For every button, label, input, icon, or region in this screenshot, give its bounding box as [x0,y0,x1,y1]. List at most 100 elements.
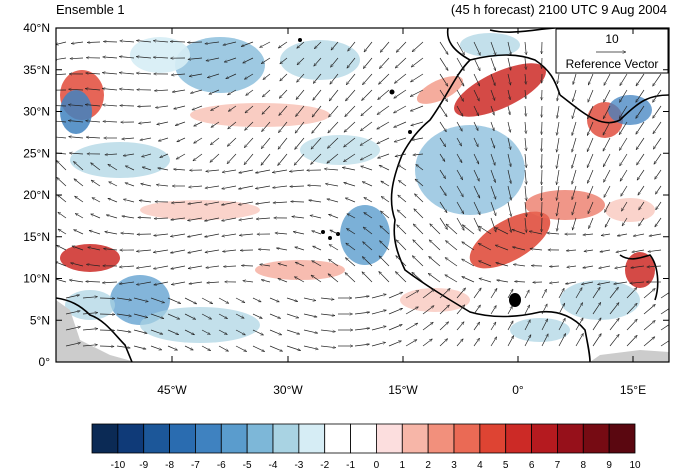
wind-vector [412,137,424,140]
wind-vector [371,326,386,331]
wind-vector [643,304,655,315]
wind-vector [204,217,220,221]
wind-vector [347,213,356,219]
wind-vector [207,73,220,78]
wind-vector [201,329,210,335]
wind-vector [602,137,611,151]
wind-vector [153,41,169,42]
coast-eastern-med [559,94,669,124]
wind-vector [218,313,228,320]
wind-vector [525,121,526,134]
colorbar-swatch [324,423,351,454]
wind-vector [141,153,152,157]
wind-vector [187,42,203,43]
wind-vector [108,198,118,203]
wind-vector [246,89,254,96]
wind-vector [256,201,271,204]
wind-vector [462,258,475,267]
wind-vector [557,217,560,231]
wind-vector [525,73,526,84]
wind-vector [189,281,203,284]
wind-vector [381,196,390,203]
wind-vector [507,137,511,150]
wind-vector [635,105,645,119]
wind-vector [303,345,318,349]
wind-vector [557,169,560,185]
wind-vector [413,224,424,235]
wind-vector [363,242,373,251]
wind-vector [278,263,288,267]
wind-vector [609,318,619,331]
colorbar-label: 9 [606,460,612,471]
lat-tick-label: 35°N [23,63,50,77]
wind-vector [354,296,369,299]
wind-vector [158,137,169,141]
wind-vector [347,57,356,68]
wind-vector [405,322,418,331]
wind-vector [513,264,526,267]
wind-vector [379,256,390,267]
wind-vector [330,57,339,67]
wind-vector [252,313,262,319]
wind-vector [360,153,373,161]
wind-vector [133,345,146,349]
wind-vector [345,89,356,101]
wind-vector [557,153,560,169]
wind-vector [136,281,152,285]
wind-vector [269,297,279,303]
wind-vector [456,89,464,102]
wind-vector [439,121,447,132]
wind-vector [184,313,196,320]
wind-vector [360,121,373,131]
wind-vector [456,217,465,231]
wind-vector [572,169,577,184]
wind-vector [398,180,407,187]
wind-vector [490,121,494,131]
wind-vector [325,184,339,187]
wind-vector [413,154,424,155]
wind-vector [258,249,271,250]
wind-vector [344,137,356,147]
wind-vector [439,185,447,196]
wind-vector [379,164,390,171]
wind-vector [364,41,373,52]
wind-vector [637,185,645,195]
wind-vector [445,258,458,267]
wind-vector [327,153,339,163]
wind-vector [125,183,135,187]
wind-vector [150,297,165,303]
colorbar-swatch [350,423,377,454]
wind-vector [99,314,115,315]
wind-vector [620,185,628,196]
wind-vector [586,153,594,168]
wind-vector [456,185,464,197]
wind-vector [439,169,446,179]
wind-vector [210,137,220,145]
wind-vector [429,256,441,267]
wind-vector [75,196,84,203]
wind-vector [512,229,526,235]
wind-vector [643,288,655,299]
wind-vector [263,73,271,80]
wind-vector [410,105,424,111]
wind-vector [635,137,645,150]
wind-vector [309,200,322,203]
wind-vector [56,244,67,251]
wind-vector [638,201,645,210]
colorbar-label: 2 [425,460,431,471]
wind-vector [371,310,387,315]
coast-iberia [489,28,556,33]
wind-vector [422,289,435,299]
wind-vector [557,137,560,152]
wind-vector [256,218,271,219]
wind-vector [586,121,594,136]
colorbar-swatch [531,423,558,454]
wind-vector [653,121,662,134]
wind-vector [600,249,611,252]
wind-vector [86,264,101,267]
wind-vector [56,160,67,171]
wind-vector [507,73,511,85]
wind-vector [106,215,118,219]
colorbar-label: 1 [400,460,406,471]
wind-vector [261,153,271,165]
